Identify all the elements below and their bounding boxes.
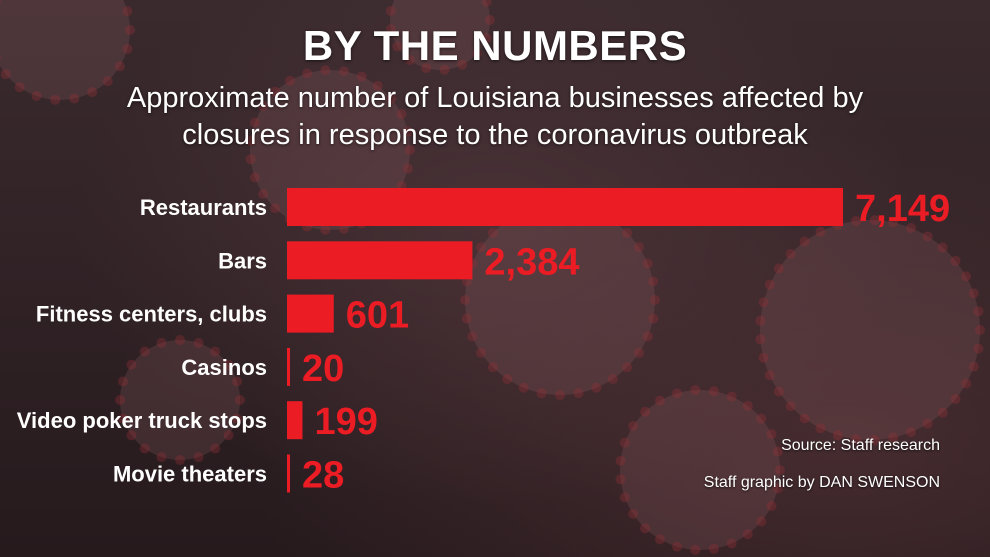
value-label: 28: [302, 455, 344, 497]
category-label: Casinos: [181, 355, 267, 380]
bar: [287, 454, 290, 493]
value-label: 601: [346, 295, 409, 337]
category-label: Restaurants: [140, 195, 267, 220]
virus-particle: [755, 215, 985, 445]
value-label: 20: [302, 348, 344, 390]
bar: [287, 241, 473, 280]
virus-particle: [115, 335, 245, 465]
category-label: Fitness centers, clubs: [36, 302, 267, 327]
subtitle-line-1: Approximate number of Louisiana business…: [126, 82, 864, 114]
value-label: 199: [314, 401, 377, 443]
bar: [287, 294, 334, 333]
bar: [287, 188, 843, 226]
graphic-credit: Staff graphic by DAN SWENSON: [703, 474, 940, 491]
value-label: 7,149: [855, 188, 950, 230]
category-label: Bars: [218, 248, 267, 273]
bar: [287, 401, 303, 440]
chart-subtitle: Approximate number of Louisiana business…: [0, 80, 990, 154]
category-label: Movie theaters: [113, 462, 267, 487]
value-label: 2,384: [484, 241, 579, 283]
virus-particle: [0, 0, 135, 105]
virus-particle: [385, 0, 495, 75]
bar: [287, 347, 290, 386]
virus-particle: [615, 385, 785, 555]
source-note: Source: Staff research: [781, 437, 940, 454]
category-label: Video poker truck stops: [17, 408, 267, 433]
subtitle-line-2: closures in response to the coronavirus …: [182, 119, 808, 151]
chart-title: BY THE NUMBERS: [302, 22, 688, 69]
